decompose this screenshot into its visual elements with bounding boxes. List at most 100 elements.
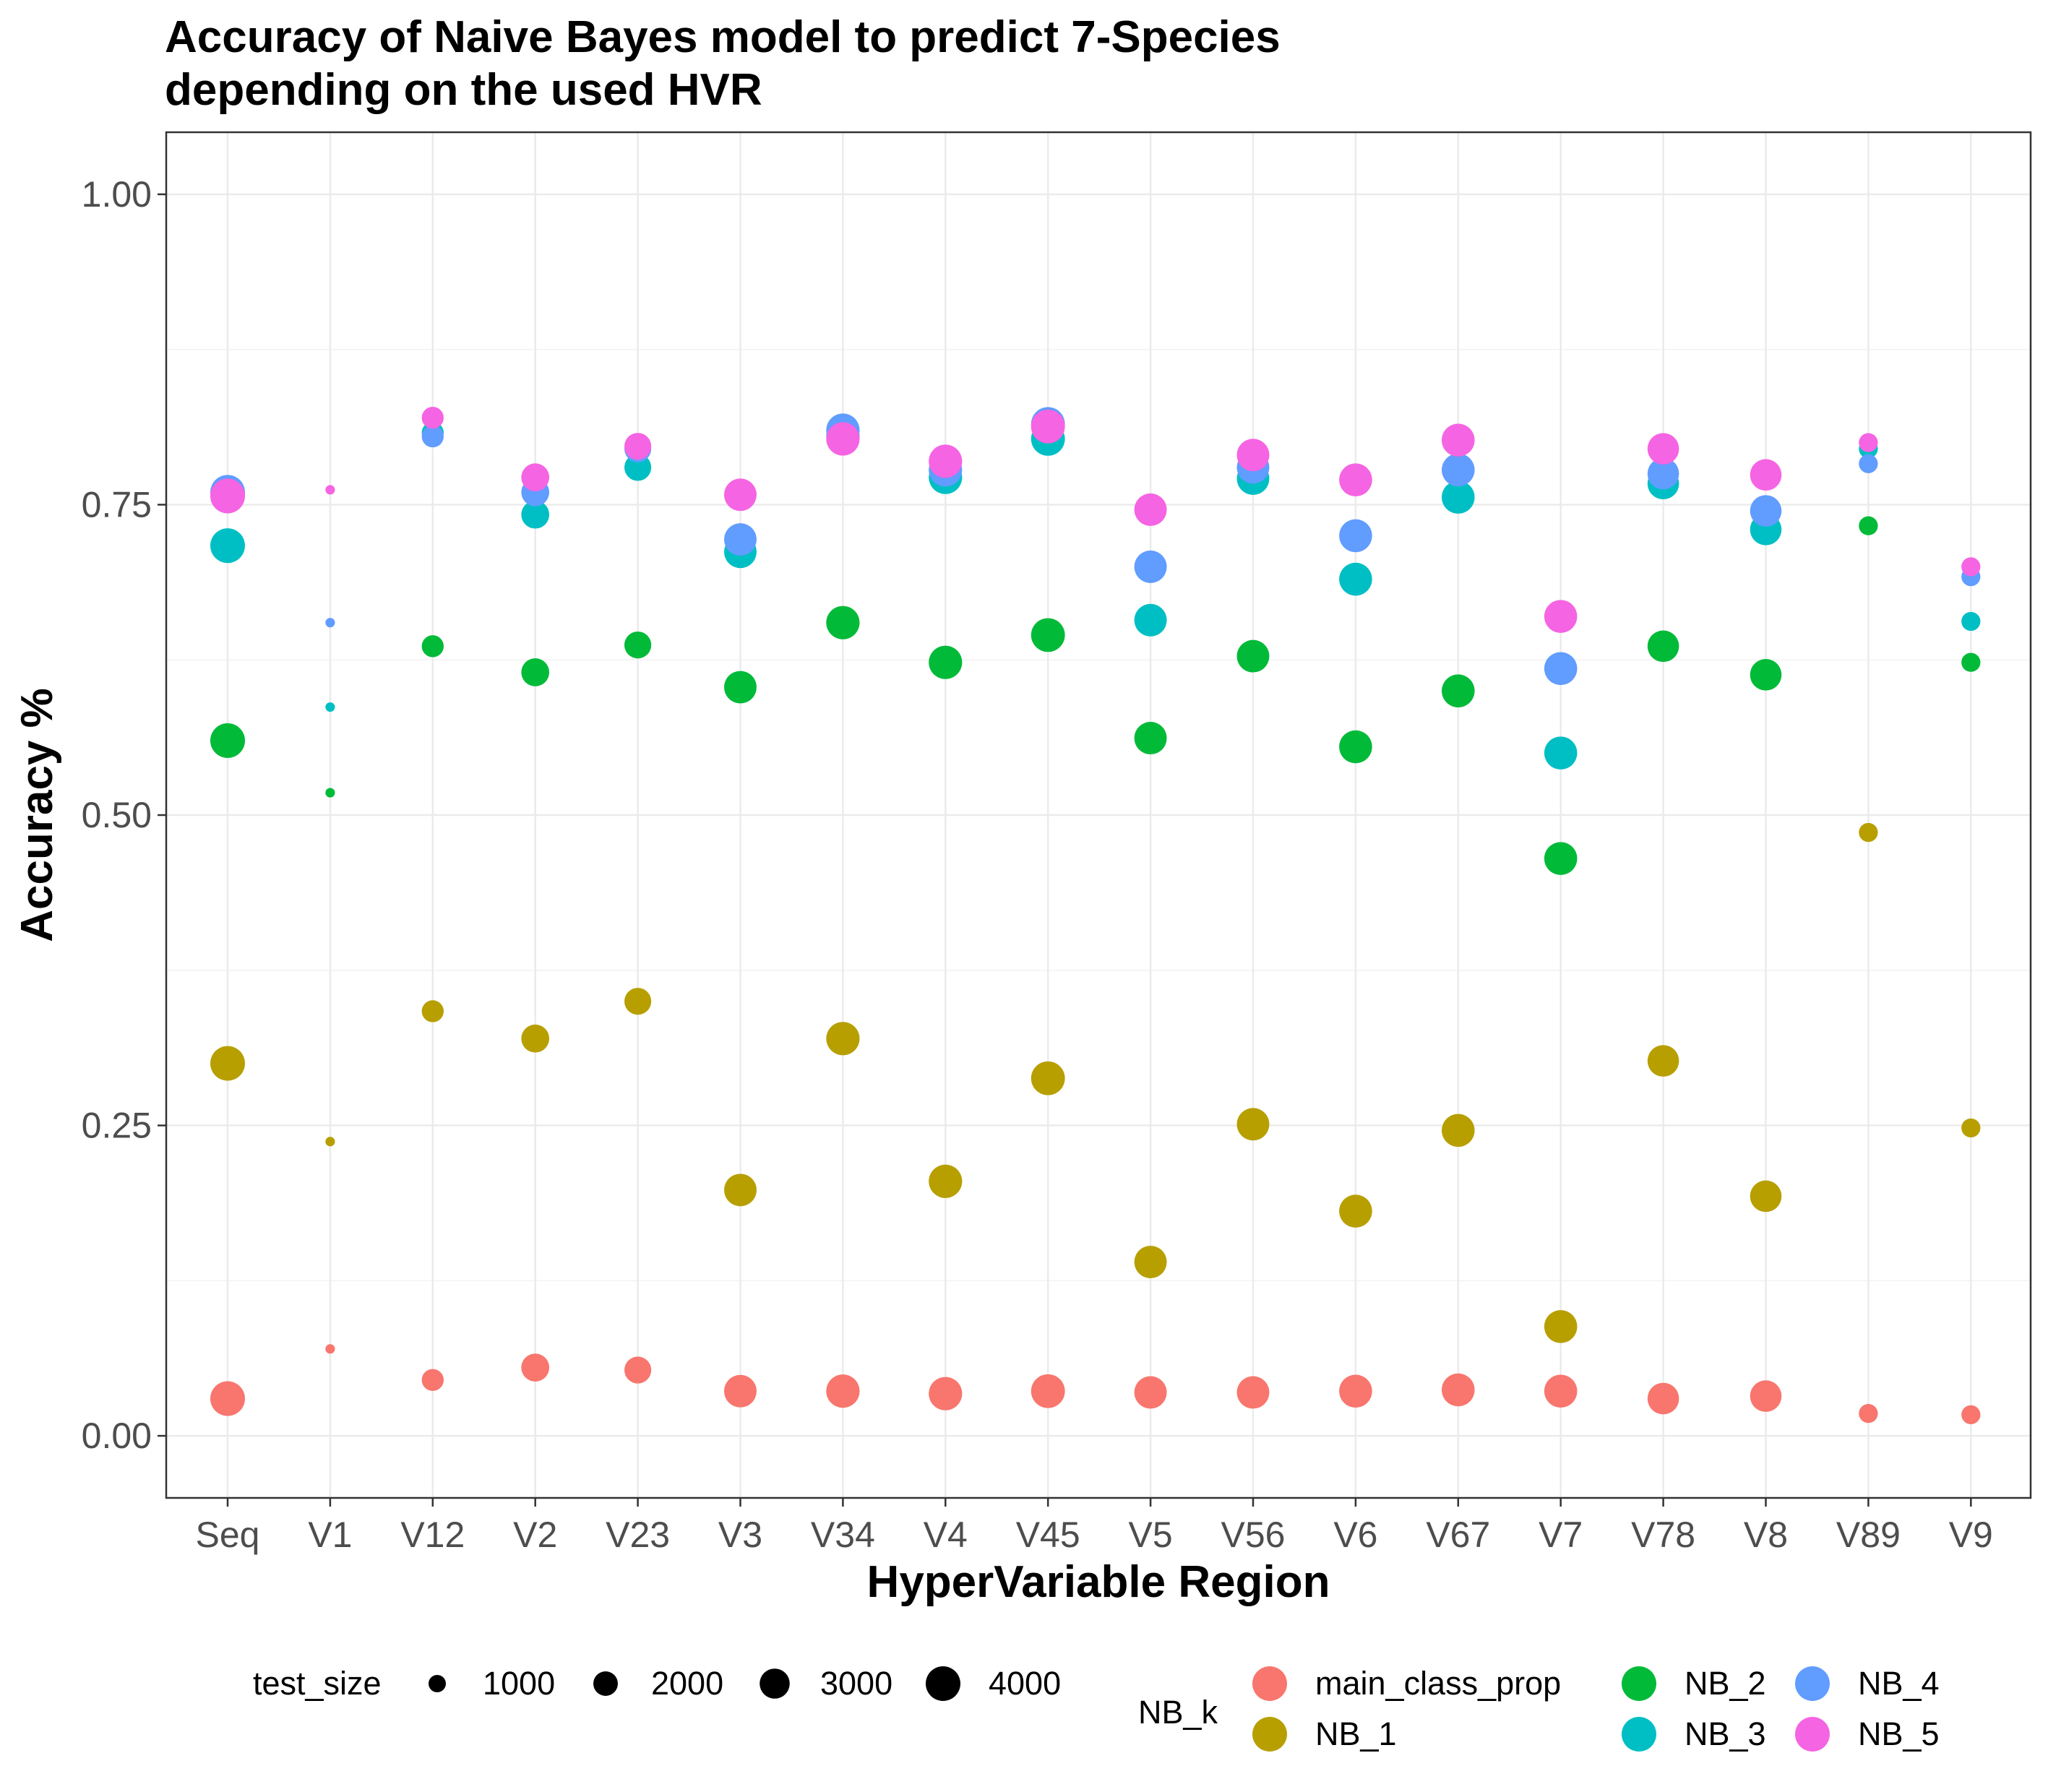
size-legend-title: test_size [253,1665,382,1702]
data-point-NB_1 [1859,822,1878,843]
data-point-NB_2 [1544,842,1578,875]
x-tick-label: V4 [924,1515,968,1555]
data-point-NB_5 [1134,493,1167,526]
data-point-NB_1 [1442,1113,1475,1147]
data-point-NB_4 [1750,495,1782,527]
chart-title-line2: depending on the used HVR [165,65,762,115]
data-point-NB_5 [1750,459,1782,491]
data-point-NB_4 [1544,652,1578,686]
x-tick-label: V7 [1539,1515,1583,1555]
x-tick-label: V89 [1836,1515,1901,1555]
x-tick-label: V2 [513,1515,557,1555]
data-point-main_class_prop [929,1377,963,1410]
data-point-main_class_prop [624,1356,652,1384]
data-point-NB_5 [210,478,245,514]
data-point-NB_1 [421,1000,444,1022]
x-tick-label: V23 [606,1515,670,1555]
data-point-NB_3 [624,454,652,481]
y-axis-ticks: 0.00 0.25 0.50 0.75 1.00 [82,174,166,1456]
data-point-NB_2 [1339,730,1372,764]
y-tick-label: 0.00 [82,1416,152,1456]
color-legend-label: NB_4 [1858,1665,1940,1702]
data-point-main_class_prop [325,1344,335,1354]
data-point-NB_2 [1442,674,1475,707]
data-point-NB_2 [1134,722,1167,754]
data-point-NB_4 [1339,519,1372,553]
color-legend-label: NB_3 [1685,1715,1766,1752]
data-point-NB_2 [624,632,652,659]
x-tick-label: V45 [1016,1515,1080,1555]
data-point-NB_1 [1236,1108,1270,1141]
data-point-main_class_prop [1236,1376,1270,1409]
data-point-NB_1 [210,1046,245,1081]
data-point-NB_3 [521,500,550,529]
data-point-NB_1 [1750,1180,1782,1212]
data-point-main_class_prop [1339,1374,1372,1408]
data-point-NB_2 [1031,618,1065,652]
color-legend-label: NB_2 [1685,1665,1766,1702]
size-legend: test_size 1000 2000 3000 4000 [253,1665,1061,1702]
x-tick-label: V9 [1949,1515,1993,1555]
data-point-NB_1 [1544,1310,1578,1343]
data-point-NB_3 [1961,611,1981,632]
color-legend-key-NB_4 [1795,1666,1830,1701]
data-point-NB_1 [325,1137,335,1147]
data-point-NB_1 [1031,1061,1065,1095]
data-point-main_class_prop [1544,1374,1578,1408]
data-point-NB_5 [1859,433,1878,452]
data-point-NB_2 [325,788,335,798]
data-point-NB_3 [1442,481,1475,514]
x-tick-label: V3 [718,1515,762,1555]
data-point-NB_5 [1961,557,1981,577]
size-legend-key [926,1666,960,1701]
x-tick-label: V1 [308,1515,352,1555]
x-tick-label: V8 [1744,1515,1788,1555]
y-tick-label: 0.50 [82,795,152,835]
data-point-NB_1 [1339,1194,1372,1228]
y-tick-label: 1.00 [82,174,152,215]
data-point-NB_2 [929,645,963,679]
x-tick-label: V78 [1631,1515,1695,1555]
data-point-NB_3 [1544,736,1578,770]
data-point-NB_1 [1961,1118,1981,1138]
data-point-main_class_prop [210,1381,245,1416]
data-point-NB_4 [1134,550,1167,583]
color-legend-label: main_class_prop [1315,1665,1561,1702]
size-legend-label: 2000 [651,1665,723,1702]
data-point-NB_2 [1859,516,1878,535]
data-point-NB_5 [624,433,652,460]
grid-lines [166,132,2031,1498]
color-legend-key-NB_3 [1622,1717,1656,1752]
data-point-main_class_prop [1859,1404,1878,1423]
data-point-main_class_prop [1442,1373,1475,1407]
x-tick-label: V6 [1333,1515,1377,1555]
data-point-NB_4 [1647,457,1679,490]
data-point-NB_4 [325,618,335,628]
size-legend-label: 1000 [483,1665,555,1702]
color-legend-key-main_class_prop [1252,1666,1287,1701]
data-point-NB_5 [929,444,963,478]
data-point-main_class_prop [1031,1374,1065,1408]
data-point-main_class_prop [1134,1376,1167,1409]
x-tick-label: V67 [1426,1515,1490,1555]
data-point-NB_2 [724,671,757,704]
data-point-NB_3 [1339,562,1372,596]
y-axis-title: Accuracy % [12,688,62,942]
y-tick-label: 0.25 [82,1106,152,1146]
color-legend-key-NB_1 [1252,1717,1287,1752]
data-point-NB_1 [1134,1246,1167,1278]
data-point-main_class_prop [421,1369,444,1391]
data-point-NB_1 [929,1164,963,1198]
data-point-NB_1 [1647,1045,1679,1077]
data-point-main_class_prop [521,1353,550,1382]
size-legend-key [593,1671,618,1696]
color-legend: NB_k main_class_prop NB_1 NB_2 NB_3 NB_4 NB_5 [1138,1665,1940,1752]
data-point-NB_3 [325,702,335,712]
data-point-main_class_prop [724,1374,757,1408]
data-point-main_class_prop [1961,1405,1981,1425]
data-point-NB_5 [421,407,444,429]
size-legend-key [760,1668,790,1699]
x-tick-label: V5 [1129,1515,1173,1555]
data-point-NB_2 [1647,630,1679,663]
